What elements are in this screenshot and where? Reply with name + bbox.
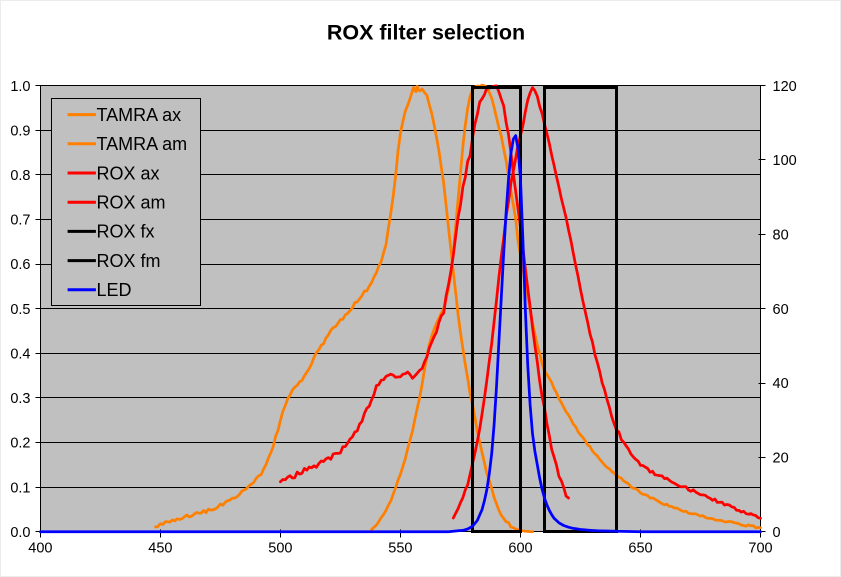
svg-text:500: 500: [268, 541, 292, 557]
svg-text:TAMRA am: TAMRA am: [97, 134, 188, 154]
svg-text:100: 100: [773, 153, 797, 169]
svg-text:0.3: 0.3: [10, 391, 30, 407]
svg-text:TAMRA ax: TAMRA ax: [97, 105, 182, 125]
svg-text:700: 700: [748, 541, 772, 557]
svg-text:40: 40: [773, 376, 789, 392]
svg-text:650: 650: [628, 541, 652, 557]
svg-text:0.0: 0.0: [10, 525, 30, 541]
svg-text:0.2: 0.2: [10, 436, 30, 452]
svg-text:0.6: 0.6: [10, 257, 30, 273]
svg-text:ROX fx: ROX fx: [97, 222, 155, 242]
svg-text:0.8: 0.8: [10, 168, 30, 184]
svg-text:450: 450: [148, 541, 172, 557]
svg-text:550: 550: [388, 541, 412, 557]
svg-text:0: 0: [773, 525, 781, 541]
svg-text:0.7: 0.7: [10, 213, 30, 229]
svg-text:ROX ax: ROX ax: [97, 163, 160, 183]
svg-text:0.1: 0.1: [10, 480, 30, 496]
svg-text:20: 20: [773, 451, 789, 467]
svg-text:0.5: 0.5: [10, 302, 30, 318]
svg-text:LED: LED: [97, 280, 132, 300]
svg-text:120: 120: [773, 79, 797, 95]
svg-text:400: 400: [28, 541, 52, 557]
svg-text:1.0: 1.0: [10, 79, 30, 95]
svg-text:600: 600: [508, 541, 532, 557]
svg-text:80: 80: [773, 228, 789, 244]
svg-text:ROX filter selection: ROX filter selection: [327, 21, 525, 45]
svg-text:60: 60: [773, 302, 789, 318]
svg-text:ROX fm: ROX fm: [97, 251, 161, 271]
svg-text:0.4: 0.4: [10, 347, 30, 363]
svg-text:0.9: 0.9: [10, 123, 30, 139]
svg-text:ROX am: ROX am: [97, 193, 166, 213]
